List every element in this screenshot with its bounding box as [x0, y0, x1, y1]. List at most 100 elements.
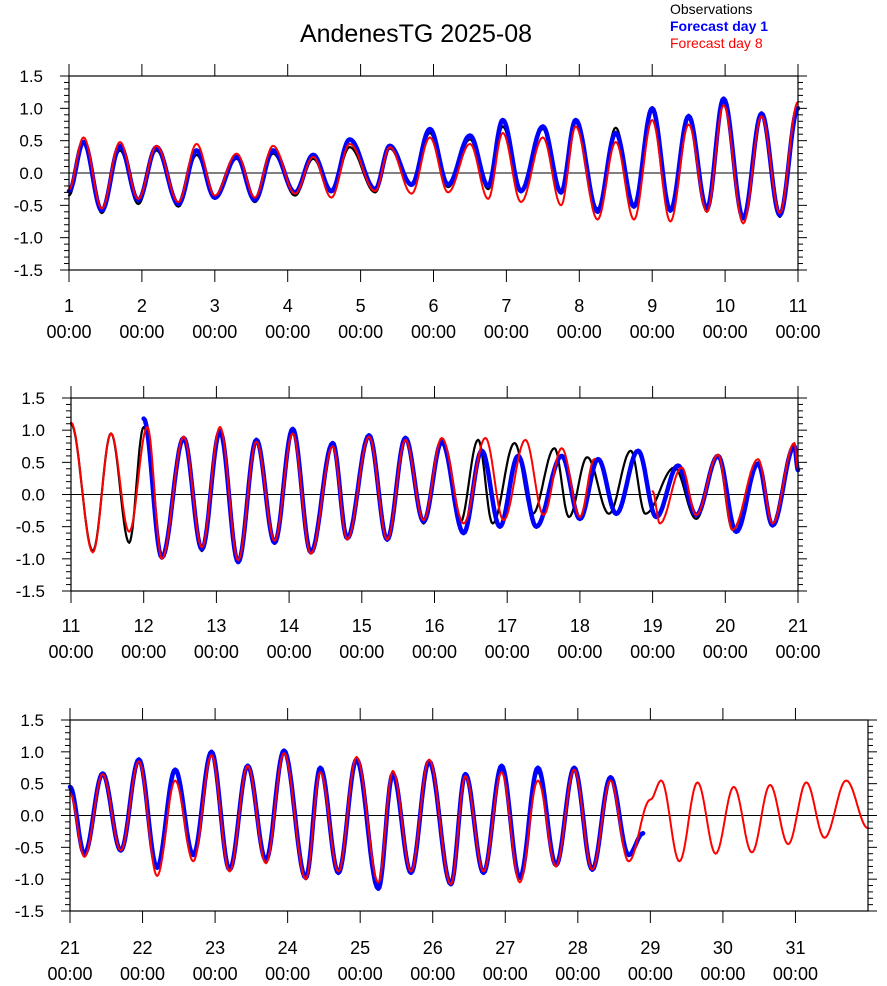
x-tick-label-time: 00:00: [555, 964, 600, 984]
y-tick-label: 0.0: [20, 807, 44, 826]
x-tick-label-time: 00:00: [192, 322, 237, 342]
x-tick-label-time: 00:00: [485, 642, 530, 662]
x-tick-label-day: 12: [134, 616, 154, 636]
x-tick-label-time: 00:00: [411, 322, 456, 342]
x-tick-label-time: 00:00: [703, 322, 748, 342]
x-tick-label-day: 15: [352, 616, 372, 636]
x-tick-label-day: 30: [713, 938, 733, 958]
y-tick-label: 1.5: [21, 389, 45, 408]
legend-entry-1: Forecast day 1: [670, 18, 768, 34]
x-tick-label-time: 00:00: [557, 642, 602, 662]
x-tick-label-day: 24: [278, 938, 298, 958]
x-tick-label-time: 00:00: [630, 322, 675, 342]
x-tick-label-day: 19: [643, 616, 663, 636]
x-tick-label-day: 16: [424, 616, 444, 636]
x-tick-label-time: 00:00: [267, 642, 312, 662]
legend-entry-2: Forecast day 8: [670, 35, 763, 51]
x-tick-label-day: 17: [497, 616, 517, 636]
y-tick-label: 0.5: [20, 775, 44, 794]
y-tick-label: -1.0: [14, 229, 43, 248]
series-line-forecast-day-8-seg2: [651, 442, 799, 531]
x-tick-label-day: 6: [428, 296, 438, 316]
x-tick-label-day: 20: [715, 616, 735, 636]
y-tick-label: 1.0: [20, 743, 44, 762]
x-tick-label-day: 2: [137, 296, 147, 316]
x-tick-label-day: 11: [789, 296, 808, 316]
x-tick-label-time: 00:00: [194, 642, 239, 662]
x-tick-label-time: 00:00: [630, 642, 675, 662]
y-tick-label: -0.5: [16, 518, 45, 537]
x-tick-label-day: 11: [62, 616, 81, 636]
x-tick-label-day: 8: [574, 296, 584, 316]
x-tick-label-day: 1: [64, 296, 74, 316]
x-tick-label-day: 23: [205, 938, 225, 958]
x-tick-label-time: 00:00: [773, 964, 818, 984]
x-tick-label-time: 00:00: [628, 964, 673, 984]
series-line-forecast-day-8: [70, 421, 596, 562]
x-tick-label-time: 00:00: [265, 322, 310, 342]
y-tick-label: 0.5: [19, 132, 43, 151]
series-line-forecast-day-8: [69, 752, 869, 886]
y-tick-label: 1.0: [19, 99, 43, 118]
panel-2: 1.5 1.0 0.5 0.0 -0.5 -1.0 -1.5 11 00:00 12 00:00 13…: [16, 386, 821, 662]
x-tick-label-day: 27: [495, 938, 515, 958]
x-tick-label-time: 00:00: [338, 322, 383, 342]
y-tick-label: -1.0: [16, 550, 45, 569]
x-tick-label-day: 25: [350, 938, 370, 958]
x-tick-label-day: 10: [715, 296, 735, 316]
x-tick-label-time: 00:00: [775, 322, 820, 342]
x-tick-label-time: 00:00: [338, 964, 383, 984]
y-tick-label: 0.0: [19, 164, 43, 183]
x-tick-label-day: 21: [60, 938, 80, 958]
y-tick-label: 1.0: [21, 421, 45, 440]
x-tick-label-day: 5: [356, 296, 366, 316]
x-tick-label-time: 00:00: [46, 322, 91, 342]
y-tick-label: 1.5: [20, 711, 44, 730]
x-tick-label-day: 13: [206, 616, 226, 636]
x-tick-label-time: 00:00: [410, 964, 455, 984]
y-tick-label: 0.5: [21, 453, 45, 472]
x-tick-label-day: 3: [210, 296, 220, 316]
x-tick-label-time: 00:00: [700, 964, 745, 984]
x-tick-label-time: 00:00: [484, 322, 529, 342]
y-tick-label: -1.5: [14, 261, 43, 280]
series-line-forecast-day-8: [68, 100, 799, 225]
x-tick-label-time: 00:00: [121, 642, 166, 662]
x-tick-label-time: 00:00: [48, 642, 93, 662]
chart-title: AndenesTG 2025-08: [300, 20, 532, 48]
y-tick-label: 0.0: [21, 486, 45, 505]
x-tick-label-time: 00:00: [339, 642, 384, 662]
x-tick-label-time: 00:00: [412, 642, 457, 662]
x-tick-label-time: 00:00: [47, 964, 92, 984]
y-tick-label: -0.5: [14, 196, 43, 215]
x-tick-label-day: 22: [133, 938, 153, 958]
legend-entry-0: Observations: [670, 1, 752, 17]
y-tick-label: -1.5: [15, 902, 44, 921]
x-tick-label-time: 00:00: [193, 964, 238, 984]
panel-3: 1.5 1.0 0.5 0.0 -0.5 -1.0 -1.5 21 00:00 22 00:00 23…: [15, 708, 877, 984]
x-tick-label-time: 00:00: [265, 964, 310, 984]
x-tick-label-day: 21: [788, 616, 808, 636]
x-tick-label-time: 00:00: [703, 642, 748, 662]
x-tick-label-day: 4: [283, 296, 293, 316]
x-tick-label-day: 28: [568, 938, 588, 958]
series-line-forecast-day-1: [67, 748, 646, 891]
x-tick-label-time: 00:00: [119, 322, 164, 342]
x-tick-label-time: 00:00: [775, 642, 820, 662]
x-tick-label-day: 9: [647, 296, 657, 316]
y-tick-label: -0.5: [15, 838, 44, 857]
series-line-forecast-day-1: [66, 96, 801, 221]
panel-1: 1.5 1.0 0.5 0.0 -0.5 -1.0 -1.5 1 00:00 2 00:00 3 00:…: [14, 64, 821, 342]
x-tick-label-time: 00:00: [557, 322, 602, 342]
y-tick-label: 1.5: [19, 67, 43, 86]
x-tick-label-day: 26: [423, 938, 443, 958]
series-line-forecast-day-1: [141, 416, 801, 565]
x-tick-label-day: 7: [501, 296, 511, 316]
x-tick-label-time: 00:00: [120, 964, 165, 984]
y-tick-label: -1.5: [16, 582, 45, 601]
x-tick-label-day: 29: [640, 938, 660, 958]
x-tick-label-day: 31: [785, 938, 805, 958]
x-tick-label-time: 00:00: [483, 964, 528, 984]
